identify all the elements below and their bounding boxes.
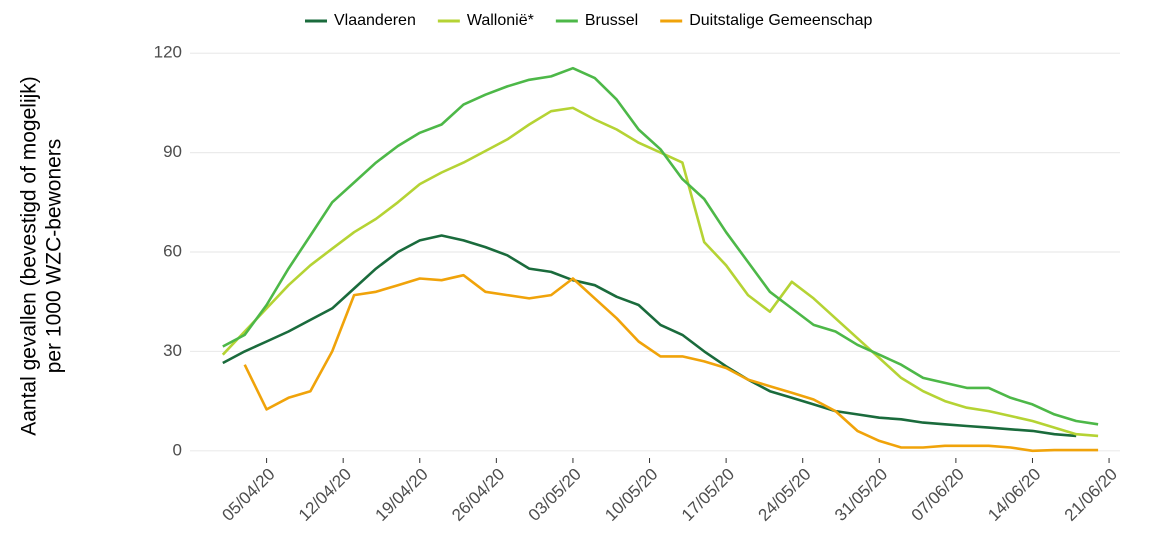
legend: Vlaanderen Wallonië* Brussel Duitstalige Ge…	[305, 12, 873, 29]
x-tick-label: 24/05/20	[754, 465, 814, 525]
x-tick-label: 12/04/20	[295, 465, 355, 525]
legend-label: Vlaanderen	[334, 12, 416, 29]
y-tick-label: 60	[163, 242, 182, 261]
x-tick-label: 21/06/20	[1061, 465, 1121, 525]
y-tick-label: 90	[163, 142, 182, 161]
y-tick-label: 120	[154, 43, 182, 62]
y-tick-label: 0	[173, 440, 182, 459]
legend-label: Wallonië*	[467, 12, 534, 29]
x-tick-label: 14/06/20	[984, 465, 1044, 525]
series-line	[222, 234, 1077, 438]
x-tick-label: 10/05/20	[601, 465, 661, 525]
series-line	[243, 273, 1099, 453]
y-tick-label: 30	[163, 341, 182, 360]
x-tick-label: 19/04/20	[372, 465, 432, 525]
series-line	[222, 66, 1099, 426]
legend-label: Duitstalige Gemeenschap	[689, 12, 872, 29]
x-tick-label: 26/04/20	[448, 465, 508, 525]
x-tick-label: 17/05/20	[678, 465, 738, 525]
x-tick-label: 03/05/20	[525, 465, 585, 525]
series-line	[221, 106, 1099, 438]
legend-label: Brussel	[585, 12, 638, 29]
x-tick-label: 07/06/20	[908, 465, 968, 525]
y-axis-label: Aantal gevallen (bevestigd of mogelijk)	[18, 76, 41, 436]
y-axis-label: per 1000 WZC-bewoners	[43, 139, 66, 374]
x-tick-label: 05/04/20	[218, 465, 278, 525]
x-tick-label: 31/05/20	[831, 465, 891, 525]
